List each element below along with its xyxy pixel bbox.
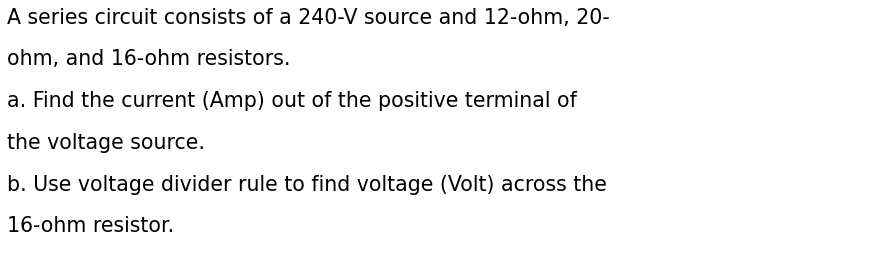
Text: A series circuit consists of a 240-V source and 12-ohm, 20-: A series circuit consists of a 240-V sou…: [7, 8, 610, 28]
Text: ohm, and 16-ohm resistors.: ohm, and 16-ohm resistors.: [7, 49, 291, 69]
Text: 16-ohm resistor.: 16-ohm resistor.: [7, 216, 174, 236]
Text: a. Find the current (Amp) out of the positive terminal of: a. Find the current (Amp) out of the pos…: [7, 91, 577, 111]
Text: b. Use voltage divider rule to find voltage (Volt) across the: b. Use voltage divider rule to find volt…: [7, 175, 607, 195]
Text: the voltage source.: the voltage source.: [7, 133, 205, 153]
